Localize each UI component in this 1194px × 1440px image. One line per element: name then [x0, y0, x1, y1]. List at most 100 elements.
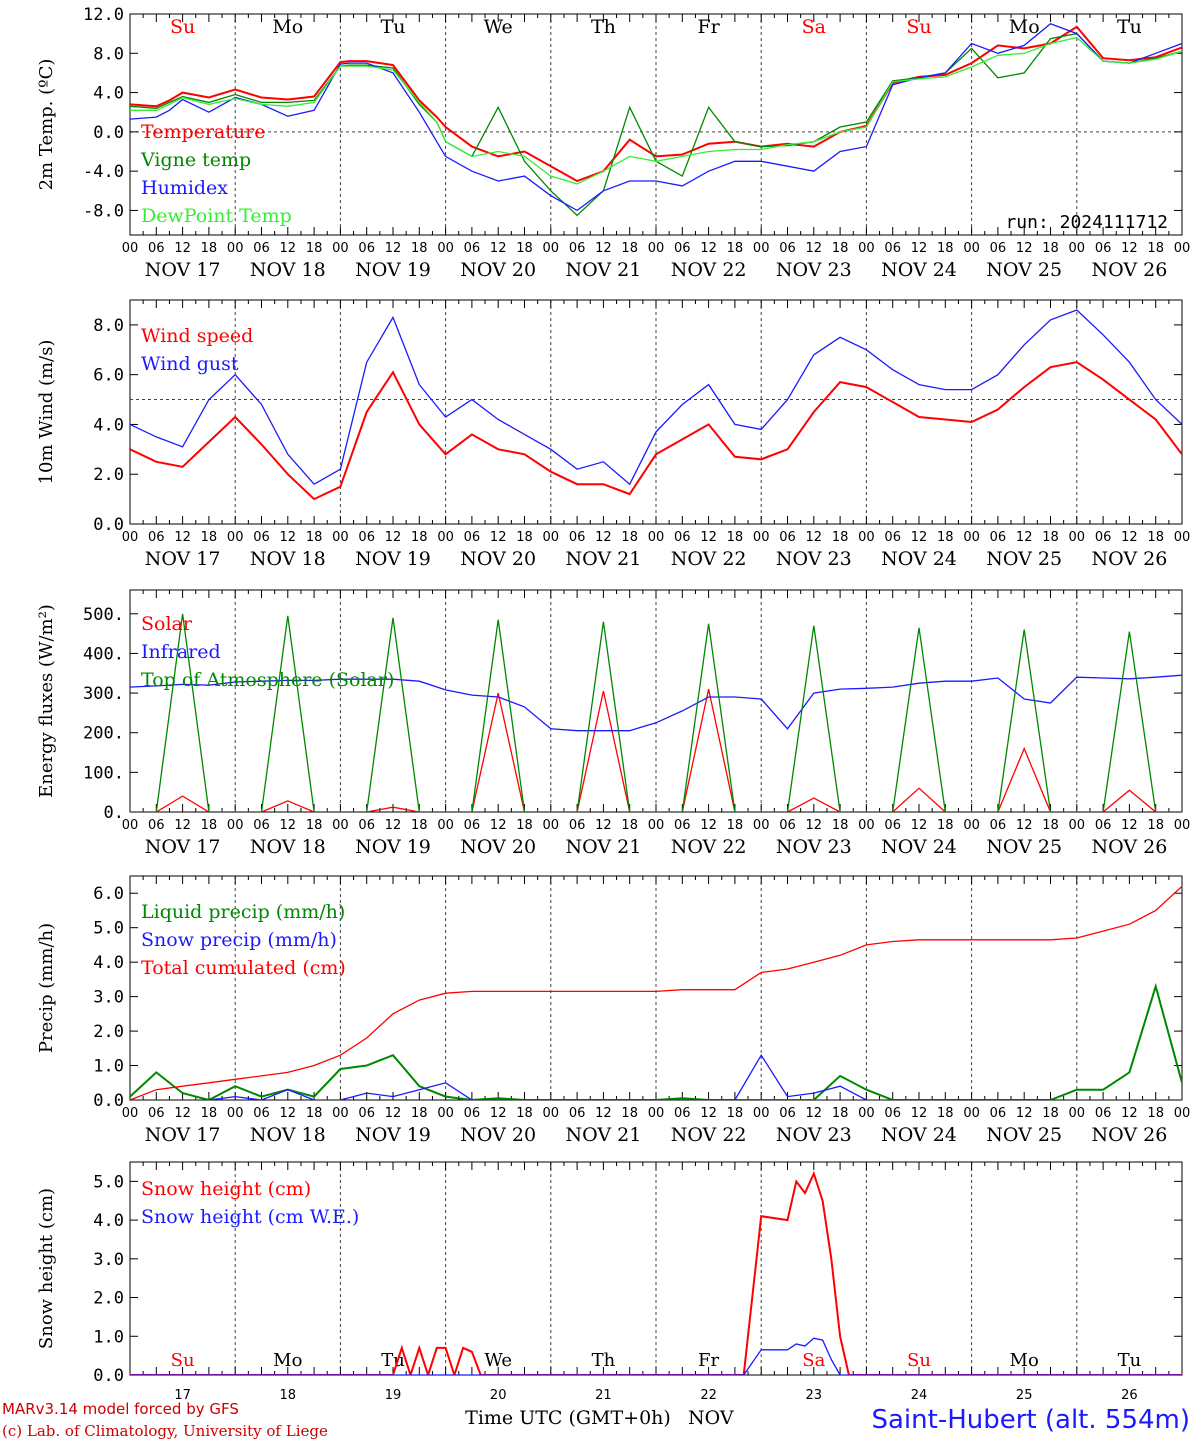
hour-tick-label: 18 — [727, 1106, 744, 1121]
weekday-label: Mo — [1010, 1350, 1039, 1371]
hour-tick-label: 00 — [227, 1106, 244, 1121]
series-line-temperature — [130, 25, 1182, 183]
hour-tick-label: 00 — [332, 241, 349, 256]
hour-tick-label: 06 — [674, 1106, 691, 1121]
panel-1: -8.0 -4.0 0.0 4.0 8.0 12.0 2m Temp. (ºC) 00 06 12… — [36, 5, 1190, 281]
station-name: Saint-Hubert (alt. 554m) — [871, 1405, 1190, 1435]
hour-tick-label: 06 — [464, 1106, 481, 1121]
date-label: NOV 17 — [145, 1124, 221, 1146]
hour-tick-label: 18 — [201, 241, 218, 256]
hour-tick-label: 00 — [753, 530, 770, 545]
date-label: NOV 17 — [145, 836, 221, 858]
date-label: NOV 25 — [986, 1124, 1062, 1146]
legend-entry: Snow precip (mm/h) — [141, 929, 337, 951]
date-label: NOV 22 — [671, 259, 747, 281]
weekday-label: Sa — [802, 16, 826, 38]
hour-tick-label: 18 — [937, 530, 954, 545]
hour-tick-label: 06 — [569, 530, 586, 545]
x-axis-label: Time UTC (GMT+0h) — [465, 1407, 671, 1429]
date-label: NOV 23 — [776, 1124, 852, 1146]
hour-tick-label: 06 — [779, 818, 796, 833]
hour-tick-label: 12 — [174, 530, 191, 545]
hour-tick-label: 18 — [516, 818, 533, 833]
hour-tick-label: 06 — [358, 241, 375, 256]
legend-entry: Infrared — [141, 641, 221, 663]
hour-tick-label: 12 — [595, 241, 612, 256]
hour-tick-label: 12 — [280, 818, 297, 833]
hour-tick-label: 12 — [700, 530, 717, 545]
date-label: NOV 18 — [250, 259, 326, 281]
hour-tick-label: 12 — [174, 818, 191, 833]
hour-tick-label: 12 — [700, 241, 717, 256]
hour-tick-label: 18 — [411, 1106, 428, 1121]
date-label: NOV 18 — [250, 1124, 326, 1146]
hour-tick-label: 18 — [621, 241, 638, 256]
panel-4: 0.0 1.0 2.0 3.0 4.0 5.0 6.0 Precip (mm/h) 00 06 12… — [36, 875, 1191, 1146]
hour-tick-label: 18 — [621, 1106, 638, 1121]
hour-tick-label: 06 — [674, 530, 691, 545]
hour-tick-label: 18 — [832, 241, 849, 256]
y-tick-label: 3.0 — [93, 988, 124, 1008]
hour-tick-label: 18 — [1042, 241, 1059, 256]
weekday-label: Su — [170, 16, 195, 38]
hour-tick-label: 06 — [253, 241, 270, 256]
date-label: NOV 24 — [881, 1124, 957, 1146]
hour-tick-label: 12 — [1016, 530, 1033, 545]
hour-tick-label: 18 — [411, 530, 428, 545]
hour-tick-label: 18 — [306, 241, 323, 256]
hour-tick-label: 12 — [595, 1106, 612, 1121]
weekday-label: Tu — [1117, 16, 1142, 38]
hour-tick-label: 18 — [306, 530, 323, 545]
legend-entry: Wind speed — [141, 325, 253, 347]
hour-tick-label: 00 — [1069, 818, 1086, 833]
hour-tick-label: 12 — [911, 530, 928, 545]
hour-tick-label: 12 — [806, 241, 823, 256]
date-label: NOV 24 — [881, 836, 957, 858]
legend-entry: Snow height (cm W.E.) — [141, 1206, 359, 1228]
weekday-label: Th — [591, 16, 616, 38]
date-label: NOV 25 — [986, 259, 1062, 281]
date-label: NOV 25 — [986, 548, 1062, 570]
y-tick-label: 400. — [83, 644, 124, 664]
y-axis-label: Energy fluxes (W/m²) — [36, 604, 57, 798]
series-line-vigne-temp — [130, 32, 1182, 217]
day-number-label: 17 — [174, 1388, 191, 1403]
hour-tick-label: 00 — [1174, 1106, 1191, 1121]
hour-tick-label: 06 — [1095, 530, 1112, 545]
hour-tick-label: 18 — [1042, 530, 1059, 545]
hour-tick-label: 12 — [595, 818, 612, 833]
weekday-label: Mo — [272, 16, 303, 38]
y-tick-label: 100. — [83, 763, 124, 783]
y-tick-label: 0. — [104, 803, 124, 823]
hour-tick-label: 06 — [569, 818, 586, 833]
hour-tick-label: 06 — [990, 1106, 1007, 1121]
legend-entry: Top of Atmosphere (Solar) — [141, 669, 394, 691]
hour-tick-label: 06 — [358, 818, 375, 833]
y-tick-label: 200. — [83, 724, 124, 744]
hour-tick-label: 12 — [1121, 1106, 1138, 1121]
hour-tick-label: 12 — [385, 818, 402, 833]
date-label: NOV 21 — [565, 836, 641, 858]
y-tick-label: 8.0 — [93, 316, 124, 336]
weekday-label: Su — [171, 1350, 195, 1371]
hour-tick-label: 00 — [753, 241, 770, 256]
y-tick-label: 5.0 — [93, 919, 124, 939]
date-label: NOV 25 — [986, 836, 1062, 858]
hour-tick-label: 18 — [727, 241, 744, 256]
series-line-snow-precip-mm-h — [130, 1053, 1182, 1100]
hour-tick-label: 06 — [674, 241, 691, 256]
hour-tick-label: 00 — [648, 1106, 665, 1121]
series-line-wind-speed — [130, 361, 1182, 501]
hour-tick-label: 12 — [595, 530, 612, 545]
hour-tick-label: 12 — [1016, 241, 1033, 256]
x-axis-unit: NOV — [688, 1407, 734, 1429]
day-number-label: 26 — [1121, 1388, 1138, 1403]
hour-tick-label: 00 — [858, 241, 875, 256]
panel-5: 0.0 1.0 2.0 3.0 4.0 5.0 Snow height (cm) 17 Su 18… — [36, 1161, 1183, 1403]
hour-tick-label: 00 — [437, 241, 454, 256]
weekday-label: We — [484, 16, 513, 38]
date-label: NOV 26 — [1091, 259, 1167, 281]
hour-tick-label: 18 — [201, 818, 218, 833]
hour-tick-label: 18 — [516, 241, 533, 256]
date-label: NOV 17 — [145, 259, 221, 281]
